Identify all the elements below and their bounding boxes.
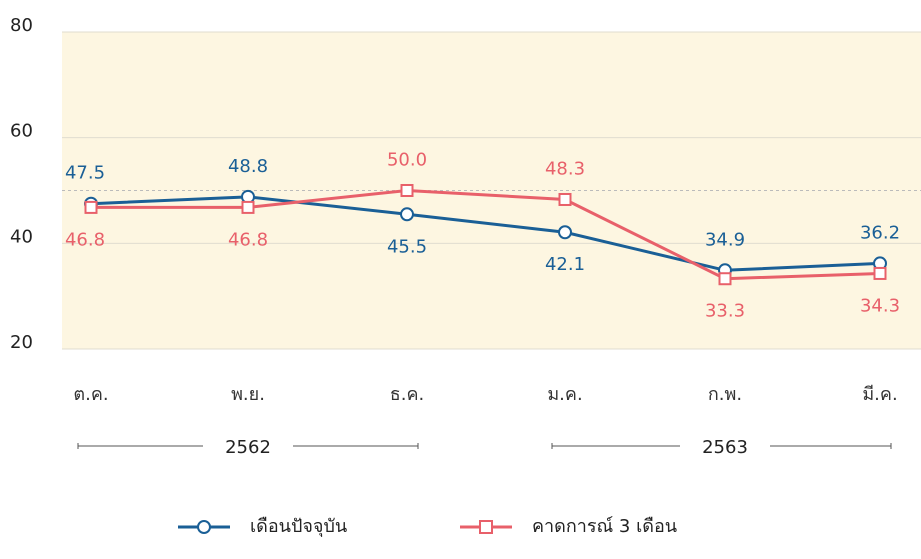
x-tick-label: ก.พ. (708, 384, 742, 405)
y-tick-label: 20 (10, 332, 33, 353)
data-label: 42.1 (545, 254, 585, 275)
x-tick-label: พ.ย. (231, 384, 265, 405)
legend-marker (479, 520, 493, 534)
data-label: 36.2 (860, 222, 900, 243)
y-tick-label: 40 (10, 226, 33, 247)
x-tick-label: มี.ค. (862, 384, 897, 405)
group-label: 2563 (702, 437, 748, 458)
legend-label: คาดการณ์ 3 เดือน (532, 516, 677, 537)
x-tick-label: ม.ค. (547, 384, 582, 405)
series-line (90, 195, 881, 272)
y-tick-label: 80 (10, 15, 33, 36)
legend-marker (197, 520, 211, 534)
marker (718, 272, 732, 286)
group-label: 2562 (225, 437, 271, 458)
data-label: 46.8 (65, 229, 105, 250)
data-label: 34.3 (860, 295, 900, 316)
marker (873, 266, 887, 280)
x-tick-label: ธ.ค. (390, 384, 424, 405)
marker (558, 225, 572, 240)
y-tick-label: 60 (10, 121, 33, 142)
data-label: 46.8 (228, 229, 268, 250)
series-line (91, 188, 881, 281)
marker (400, 207, 414, 222)
data-label: 48.3 (545, 158, 585, 179)
marker (558, 192, 572, 206)
marker (241, 200, 255, 214)
marker (400, 184, 414, 197)
data-label: 34.9 (705, 229, 745, 250)
marker (84, 200, 98, 214)
data-label: 50.0 (387, 150, 427, 171)
legend-label: เดือนปัจจุบัน (250, 516, 347, 537)
x-tick-label: ต.ค. (73, 384, 108, 405)
data-label: 47.5 (65, 163, 105, 184)
data-label: 33.3 (705, 301, 745, 322)
data-label: 45.5 (387, 236, 427, 257)
data-label: 48.8 (228, 156, 268, 177)
